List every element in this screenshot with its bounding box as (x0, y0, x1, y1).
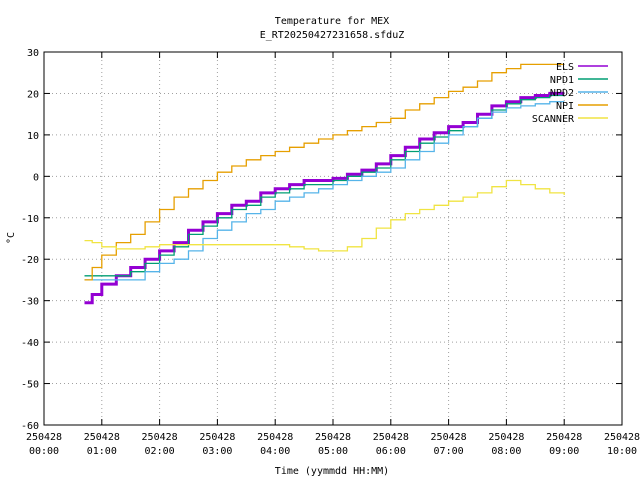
legend-label-els: ELS (556, 62, 574, 73)
x-tick-label-time: 10:00 (607, 446, 637, 457)
legend-label-npd1: NPD1 (550, 75, 574, 86)
y-tick-label: -50 (21, 380, 39, 391)
x-tick-label-time: 08:00 (491, 446, 521, 457)
x-tick-label-time: 03:00 (202, 446, 232, 457)
x-tick-label-date: 250428 (84, 432, 120, 443)
legend-label-scanner: SCANNER (532, 114, 575, 125)
legend: ELS NPD1 NPD2 NPI SCANNER (532, 62, 608, 125)
y-tick-label: -10 (21, 214, 39, 225)
x-tick-label-time: 09:00 (549, 446, 579, 457)
x-tick-label-time: 06:00 (376, 446, 406, 457)
x-axis-label: Time (yymmdd HH:MM) (275, 466, 389, 477)
x-tick-label-date: 250428 (488, 432, 524, 443)
x-tick-label-time: 04:00 (260, 446, 290, 457)
x-tick-label-time: 01:00 (87, 446, 117, 457)
x-tick-label-time: 02:00 (145, 446, 175, 457)
plot-frame (43, 51, 623, 426)
y-tick-label: -30 (21, 297, 39, 308)
x-tick-label-date: 250428 (373, 432, 409, 443)
y-tick-label: 10 (27, 131, 39, 142)
chart-subtitle: E_RT20250427231658.sfduZ (260, 30, 405, 41)
chart-title: Temperature for MEX (275, 16, 389, 27)
legend-label-npd2: NPD2 (550, 88, 574, 99)
y-tick-label: 0 (33, 172, 39, 183)
series-npd2-line (84, 101, 565, 281)
x-tick-label-date: 250428 (604, 432, 640, 443)
x-tick-label-date: 250428 (142, 432, 178, 443)
x-tick-label-date: 250428 (315, 432, 351, 443)
x-tick-label-date: 250428 (199, 432, 235, 443)
series-npd1-line (84, 94, 565, 277)
x-tick-label-date: 250428 (431, 432, 467, 443)
series-npi-line (84, 63, 565, 281)
x-tick-label-date: 250428 (26, 432, 62, 443)
x-tick-label-date: 250428 (257, 432, 293, 443)
y-tick-label: 30 (27, 48, 39, 59)
y-tick-label: -20 (21, 255, 39, 266)
series-scanner-line (84, 179, 565, 252)
x-tick-label-time: 05:00 (318, 446, 348, 457)
legend-label-npi: NPI (556, 101, 574, 112)
x-tick-label-date: 250428 (546, 432, 582, 443)
y-axis-label: °C (6, 232, 17, 244)
x-tick-label-time: 00:00 (29, 446, 59, 457)
axis-layer: 250428 00:00 250428 01:00 250428 02:00 250428 0… (21, 48, 640, 457)
y-tick-label: -60 (21, 421, 39, 432)
y-tick-label: 20 (27, 89, 39, 100)
series-layer (84, 63, 565, 305)
y-tick-label: -40 (21, 338, 39, 349)
x-tick-label-time: 07:00 (434, 446, 464, 457)
